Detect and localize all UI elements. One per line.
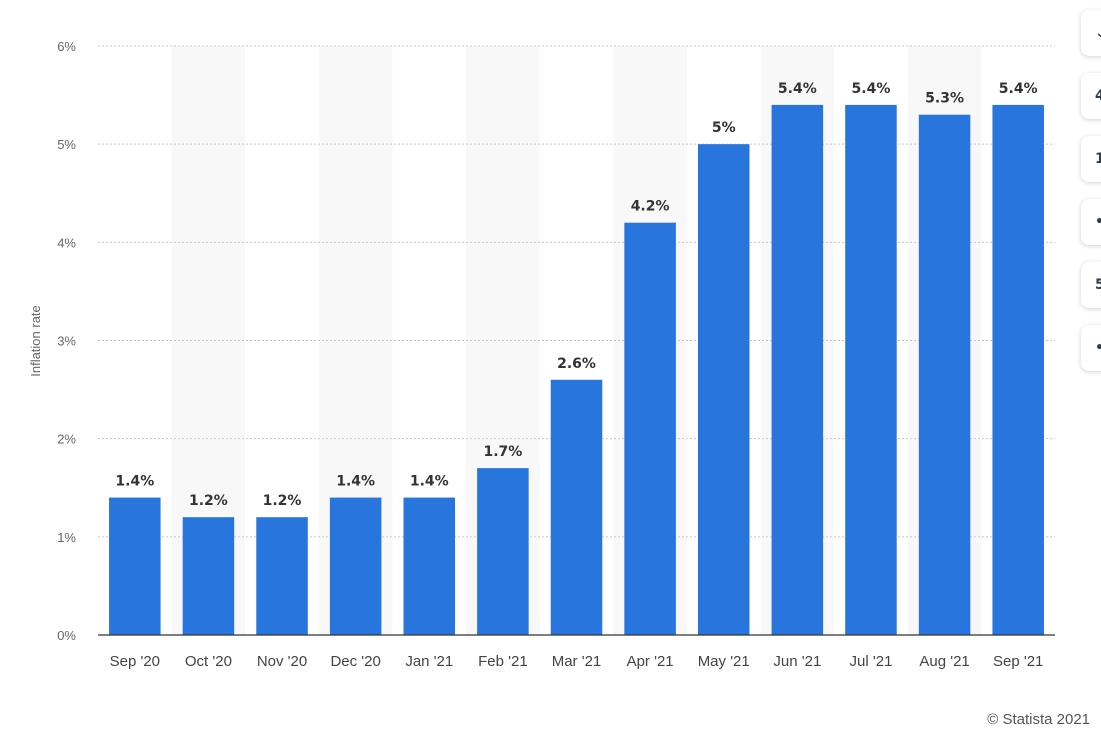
y-tick-label: 0%	[57, 628, 76, 643]
bar	[771, 104, 824, 635]
side-tool-button[interactable]: 4	[1081, 73, 1101, 119]
data-label: 1.4%	[115, 474, 154, 490]
side-tool-button[interactable]: ⌄	[1081, 10, 1101, 56]
x-tick-label: Aug '21	[919, 653, 969, 670]
x-tick-label: Mar '21	[552, 653, 602, 670]
x-tick-label: Jan '21	[405, 653, 453, 670]
truncated-tool-icon: 1	[1095, 151, 1101, 167]
y-tick-label: 5%	[57, 137, 76, 152]
data-label: 1.4%	[410, 474, 449, 490]
data-label: 5.4%	[778, 81, 817, 97]
data-label: 2.6%	[557, 356, 596, 372]
side-tool-button[interactable]: •	[1081, 199, 1101, 245]
y-axis-ticks: 0% 1% 2% 3% 4% 5% 6%	[57, 39, 76, 643]
side-tool-button[interactable]: 1	[1081, 136, 1101, 182]
data-labels: 1.4% 1.2% 1.2% 1.4% 1.4% 1.7% 2.6% 4.2% 5% 5.4% 5.…	[115, 81, 1037, 509]
bar	[918, 114, 971, 635]
y-tick-label: 2%	[57, 432, 76, 447]
x-tick-label: May '21	[698, 653, 750, 670]
y-axis-title: Inflation rate	[28, 305, 43, 377]
chevron-down-icon: ⌄	[1095, 25, 1101, 41]
data-label: 5.4%	[852, 81, 891, 97]
bar	[256, 517, 308, 635]
truncated-tool-icon: •	[1095, 214, 1101, 230]
bar	[624, 222, 676, 635]
data-label: 5.4%	[999, 81, 1038, 97]
bar	[329, 497, 382, 635]
y-tick-label: 3%	[57, 334, 76, 349]
data-label: 1.4%	[336, 474, 375, 490]
bar	[182, 517, 235, 635]
side-tool-button[interactable]: •	[1081, 325, 1101, 371]
x-tick-label: Dec '20	[330, 653, 380, 670]
x-axis-ticks: Sep '20 Oct '20 Nov '20 Dec '20 Jan '21 Feb '…	[110, 653, 1044, 670]
x-tick-label: Sep '21	[993, 653, 1043, 670]
x-tick-label: Oct '20	[185, 653, 232, 670]
x-tick-label: Apr '21	[627, 653, 674, 670]
truncated-tool-icon: 4	[1095, 88, 1101, 104]
data-label: 4.2%	[631, 199, 670, 215]
truncated-tool-icon: 5	[1095, 277, 1101, 293]
bars	[109, 104, 1044, 635]
bar	[403, 497, 456, 635]
x-tick-label: Nov '20	[257, 653, 307, 670]
y-tick-label: 6%	[57, 39, 76, 54]
x-tick-label: Jul '21	[850, 653, 893, 670]
data-label: 5%	[712, 120, 736, 136]
x-tick-label: Jun '21	[773, 653, 821, 670]
bar	[845, 104, 897, 635]
bar	[109, 497, 161, 635]
truncated-tool-icon: •	[1095, 340, 1101, 356]
data-label: 1.2%	[263, 493, 302, 509]
x-tick-label: Sep '20	[110, 653, 160, 670]
data-label: 1.7%	[483, 444, 522, 460]
x-tick-label: Feb '21	[478, 653, 528, 670]
bar	[697, 144, 750, 635]
side-toolbar: ⌄ 4 1 • 5 •	[1081, 10, 1101, 388]
y-tick-label: 1%	[57, 530, 76, 545]
bar	[550, 379, 603, 635]
side-tool-button[interactable]: 5	[1081, 262, 1101, 308]
y-tick-label: 4%	[57, 235, 76, 250]
bar	[992, 104, 1044, 635]
data-label: 5.3%	[925, 91, 964, 107]
bar	[477, 468, 529, 635]
source-credit: © Statista 2021	[987, 711, 1090, 728]
data-label: 1.2%	[189, 493, 228, 509]
